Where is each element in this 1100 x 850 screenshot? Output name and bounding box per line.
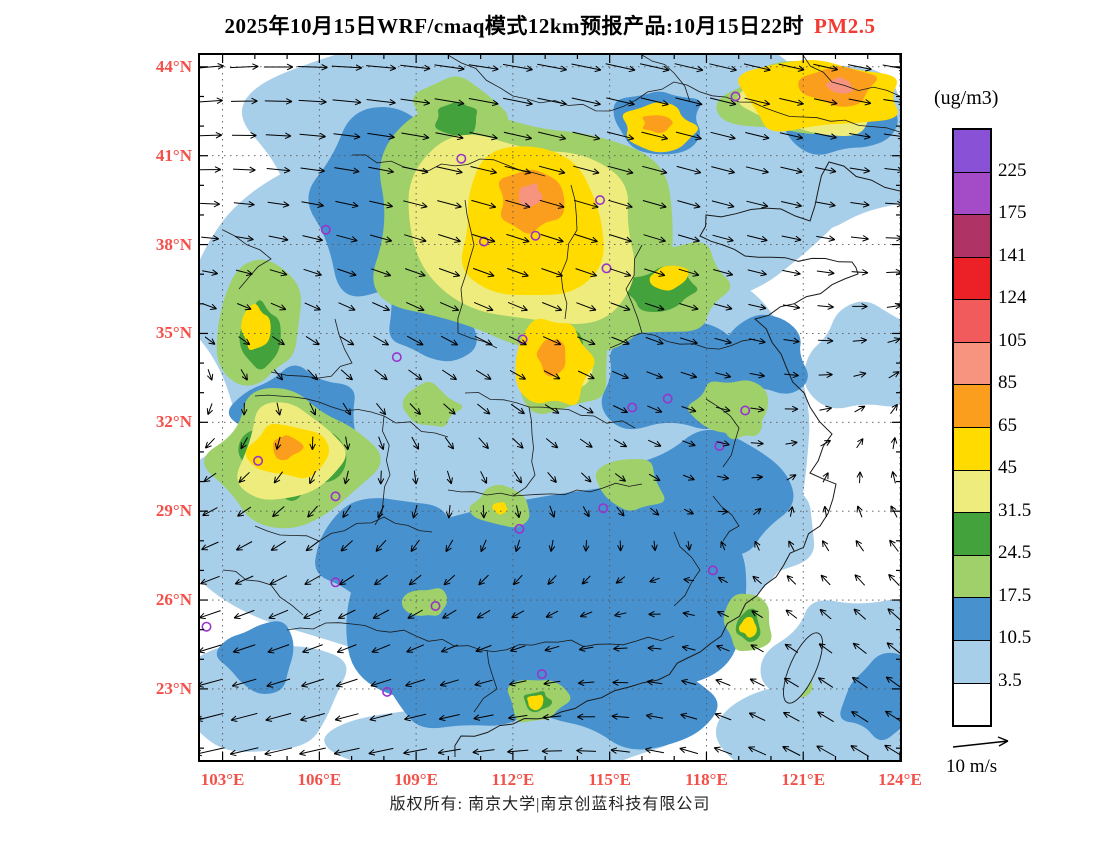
lat-tick-label: 38°N [155, 234, 192, 254]
lat-tick-label: 32°N [155, 412, 192, 432]
colorbar-tick-label: 24.5 [998, 542, 1032, 563]
station-marker [253, 455, 264, 466]
station-marker [330, 491, 341, 502]
colorbar-segment [954, 427, 990, 470]
colorbar-tick-label: 31.5 [998, 499, 1032, 521]
colorbar-tick-label: 3.5 [998, 669, 1022, 691]
colorbar-tick-label: 141 [998, 244, 1027, 266]
station-marker [320, 224, 331, 235]
colorbar [952, 128, 992, 727]
station-marker [514, 523, 525, 534]
station-marker [430, 600, 441, 611]
colorbar-tick-label: 45 [998, 457, 1017, 478]
station-marker [598, 503, 609, 514]
map-frame [198, 53, 902, 762]
colorbar-segment [954, 171, 990, 215]
colorbar-units-label: (ug/m3) [934, 87, 999, 109]
lon-tick-label: 103°E [200, 770, 245, 789]
colorbar-tick-label: 105 [998, 329, 1027, 351]
colorbar-tick-label: 225 [998, 159, 1027, 181]
colorbar-tick-label: 85 [998, 372, 1017, 393]
lon-tick-label: 124°E [878, 770, 922, 789]
station-marker [707, 565, 718, 576]
colorbar-tick-label: 124 [998, 287, 1027, 308]
colorbar-tick-label: 175 [998, 202, 1027, 223]
wind-reference-arrow [950, 734, 1022, 759]
chart-title-variable: PM2.5 [814, 14, 876, 38]
lon-tick-label: 121°E [781, 770, 826, 789]
station-marker [601, 263, 612, 274]
station-marker [662, 393, 673, 404]
lat-tick-label: 23°N [155, 678, 192, 698]
colorbar-segment [954, 214, 990, 257]
station-marker [730, 91, 741, 102]
copyright-footer: 版权所有: 南京大学|南京创蓝科技有限公司 [389, 796, 711, 813]
station-marker [536, 669, 547, 680]
station-marker [382, 686, 393, 697]
lon-tick-label: 109°E [394, 770, 438, 789]
colorbar-segment [954, 130, 990, 172]
colorbar-segment [954, 384, 990, 428]
colorbar-tick-label: 17.5 [998, 584, 1032, 606]
lat-tick-label: 44°N [155, 56, 192, 76]
lat-tick-label: 29°N [155, 501, 192, 521]
chart-title: 2025年10月15日WRF/cmaq模式12km预报产品:10月15日22时 P… [0, 10, 1100, 40]
colorbar-segment [954, 256, 990, 300]
lat-tick-label: 35°N [155, 323, 192, 343]
colorbar-segment [954, 512, 990, 555]
station-marker [594, 195, 605, 206]
station-marker [517, 334, 528, 345]
wind-vectors [200, 63, 900, 757]
colorbar-tick-label: 65 [998, 414, 1017, 436]
map-canvas [200, 55, 900, 760]
colorbar-segment [954, 682, 990, 726]
colorbar-segment [954, 554, 990, 598]
colorbar-segment [954, 341, 990, 385]
station-marker [478, 236, 489, 247]
colorbar-segment [954, 639, 990, 683]
chart-title-text: 2025年10月15日WRF/cmaq模式12km预报产品:10月15日22时 [224, 14, 805, 38]
colorbar-segment [954, 597, 990, 640]
lon-tick-label: 112°E [491, 770, 535, 789]
lon-tick-label: 115°E [588, 770, 632, 789]
colorbar-segment [954, 299, 990, 342]
station-marker [530, 230, 541, 241]
lat-tick-label: 26°N [155, 590, 192, 610]
colorbar-tick-label: 10.5 [998, 627, 1032, 648]
station-marker [391, 352, 402, 363]
station-marker [330, 577, 341, 588]
station-marker [201, 621, 212, 632]
colorbar-segment [954, 469, 990, 513]
lon-tick-label: 118°E [685, 770, 728, 789]
lon-tick-label: 106°E [297, 770, 342, 789]
station-marker [627, 402, 638, 413]
station-marker [740, 405, 751, 416]
lat-tick-label: 41°N [155, 145, 192, 165]
station-marker [456, 153, 467, 164]
wind-reference-label: 10 m/s [946, 756, 998, 777]
